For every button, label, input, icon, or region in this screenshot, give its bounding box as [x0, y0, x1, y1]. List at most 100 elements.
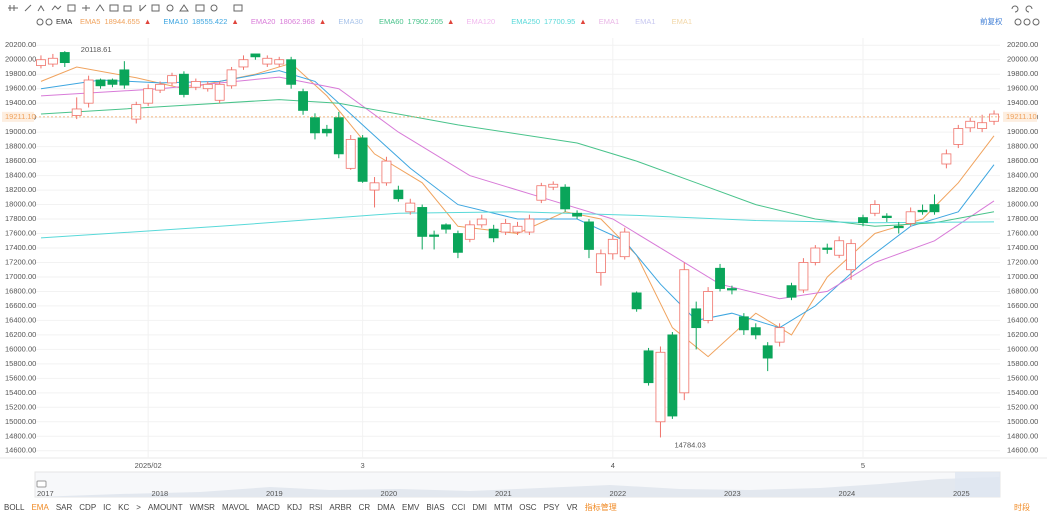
candle-body	[858, 217, 868, 224]
toolbar	[8, 4, 1040, 26]
ema-line	[40, 99, 995, 227]
candle-body	[786, 285, 797, 298]
tool-icon[interactable]	[24, 4, 32, 12]
indicator-name[interactable]: EMA	[56, 17, 72, 26]
settings-icon[interactable]	[1014, 18, 1040, 26]
indicator-tab[interactable]: EMV	[402, 503, 420, 512]
indicator-tab[interactable]: BIAS	[426, 503, 444, 512]
y-tick-label: 17000.00	[5, 272, 36, 281]
legend-inactive[interactable]: EMA1	[672, 17, 692, 26]
legend-name[interactable]: EMA10	[163, 17, 188, 26]
tool-icon[interactable]	[166, 4, 174, 12]
legend-trend: ▲	[579, 17, 586, 26]
legend-inactive[interactable]: EMA1	[599, 17, 619, 26]
indicator-tab[interactable]: CDP	[79, 503, 96, 512]
candle-body	[595, 253, 606, 274]
candle-body	[631, 292, 642, 310]
indicator-tab[interactable]: CR	[359, 503, 371, 512]
tool-icon[interactable]	[82, 5, 90, 11]
y-tick-label: 19800.00	[5, 69, 36, 78]
price-tag-bg	[1003, 111, 1037, 122]
period-button[interactable]: 时段	[1014, 502, 1030, 512]
tool-icon[interactable]	[67, 4, 76, 12]
tool-icon[interactable]	[179, 4, 189, 12]
y-tick-label-right: 18200.00	[1007, 185, 1038, 194]
tool-icon[interactable]	[109, 4, 119, 12]
tool-icon[interactable]	[8, 5, 18, 11]
indicator-tab[interactable]: OSC	[519, 503, 537, 512]
indicator-tab[interactable]: ARBR	[329, 503, 351, 512]
tool-icon[interactable]	[37, 5, 45, 12]
indicator-tab[interactable]: EMA	[31, 503, 49, 512]
candle-body	[738, 316, 749, 331]
y-tick-label-right: 15200.00	[1007, 402, 1038, 411]
indicator-tab[interactable]: DMI	[472, 503, 487, 512]
legend-trend: ▲	[447, 17, 454, 26]
adjust-button[interactable]: 前复权	[980, 16, 1003, 26]
navigator-window[interactable]	[955, 472, 1000, 497]
indicator-tab[interactable]: MAVOL	[222, 503, 250, 512]
indicator-tab[interactable]: SAR	[56, 503, 73, 512]
legend-inactive[interactable]: EMA1	[635, 17, 655, 26]
candle-body	[286, 59, 297, 85]
legend-inactive[interactable]: EMA30	[338, 17, 363, 26]
tool-icon[interactable]	[151, 4, 160, 12]
navigator-handle[interactable]	[36, 480, 47, 488]
indicator-tab[interactable]: RSI	[309, 503, 322, 512]
candle-body	[190, 81, 201, 88]
indicator-tab[interactable]: PSY	[544, 503, 561, 512]
candle-body	[441, 224, 451, 230]
x-tick-label: 4	[611, 461, 615, 470]
tool-icon[interactable]	[195, 4, 205, 12]
legend-name[interactable]: EMA20	[251, 17, 276, 26]
manage-button[interactable]: 指标管理	[585, 502, 617, 512]
candle-body	[691, 308, 702, 329]
indicator-tab[interactable]: KDJ	[287, 503, 302, 512]
candle-body	[750, 327, 761, 336]
candle-body	[619, 231, 630, 258]
eye-icon[interactable]	[45, 18, 53, 26]
navigator-year: 2022	[610, 489, 627, 498]
indicator-tab[interactable]: MTM	[494, 503, 513, 512]
indicator-tab[interactable]: DMA	[377, 503, 395, 512]
y-tick-label-right: 14800.00	[1007, 431, 1038, 440]
redo-icon[interactable]	[1025, 5, 1033, 13]
indicator-tab[interactable]: IC	[103, 503, 111, 512]
indicator-tab[interactable]: >	[136, 503, 141, 512]
legend-name[interactable]: EMA250	[511, 17, 540, 26]
x-tick-label: 3	[361, 461, 365, 470]
price-tag: 19211.10	[5, 112, 36, 121]
legend-name[interactable]: EMA60	[379, 17, 404, 26]
y-tick-label-right: 18000.00	[1007, 200, 1038, 209]
indicator-tab[interactable]: AMOUNT	[148, 503, 183, 512]
legend-inactive[interactable]: EMA120	[466, 17, 495, 26]
candle-body	[345, 138, 356, 169]
candle-body	[679, 269, 690, 394]
indicator-tab[interactable]: MACD	[256, 503, 280, 512]
y-tick-label: 17800.00	[5, 214, 36, 223]
navigator-year: 2023	[724, 489, 741, 498]
tool-icon[interactable]	[210, 4, 218, 12]
y-tick-label: 16800.00	[5, 286, 36, 295]
price-tag-bg	[2, 111, 34, 122]
indicator-tab[interactable]: VR	[567, 503, 578, 512]
tool-icon[interactable]	[123, 5, 132, 12]
indicator-tab[interactable]: KC	[118, 503, 129, 512]
candle-body	[524, 218, 535, 233]
indicator-tab[interactable]: BOLL	[4, 503, 25, 512]
indicator-tab[interactable]: CCI	[452, 503, 466, 512]
candle-body	[274, 59, 285, 65]
indicator-tab[interactable]: WMSR	[190, 503, 216, 512]
tool-icon[interactable]	[139, 4, 147, 12]
settings-icon[interactable]	[36, 18, 44, 26]
candle-body	[941, 153, 952, 165]
tool-icon[interactable]	[95, 4, 105, 12]
legend-name[interactable]: EMA5	[80, 17, 100, 26]
y-tick-label-right: 15600.00	[1007, 373, 1038, 382]
candle-body	[298, 91, 308, 111]
tool-icon[interactable]	[51, 5, 62, 11]
tool-icon[interactable]	[233, 4, 243, 12]
undo-icon[interactable]	[1011, 5, 1019, 13]
